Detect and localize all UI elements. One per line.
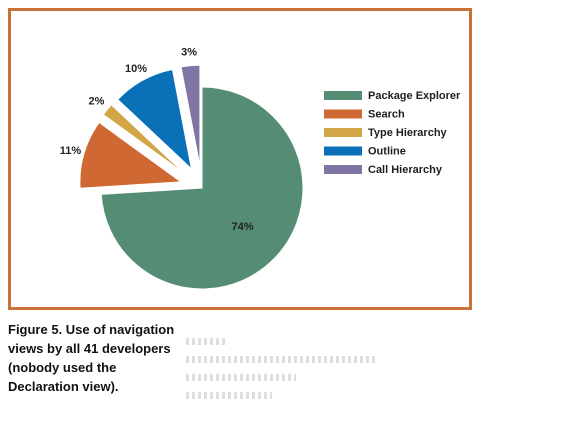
pie-slice-outline [117,68,193,171]
legend-swatch-outline [324,146,362,156]
slice-label-type-hierarchy: 2% [88,96,104,108]
slice-label-outline: 10% [125,63,147,75]
pie-chart: 74% 11% 2% 10% 3% Package Explorer Search Type … [60,47,461,290]
legend-label-outline: Outline [368,146,406,158]
slice-label-call-hierarchy: 3% [181,47,197,59]
faint-background-text [186,338,386,408]
legend-label-package-explorer: Package Explorer [368,90,461,102]
legend-swatch-search [324,109,362,119]
legend-swatch-call-hierarchy [324,165,362,174]
legend-swatch-package-explorer [324,91,362,100]
legend-label-search: Search [368,109,405,121]
slice-label-package-explorer: 74% [231,221,253,233]
pie-slice-package-explorer [100,86,304,290]
legend-label-call-hierarchy: Call Hierarchy [368,164,443,176]
legend-label-type-hierarchy: Type Hierarchy [368,127,448,139]
pie-slice-search [79,121,183,189]
pie-slice-type-hierarchy [102,104,186,175]
legend-swatch-type-hierarchy [324,128,362,137]
slice-label-search: 11% [60,145,82,157]
figure-caption: Figure 5. Use of navigation views by all… [8,322,175,394]
chart-frame: 74% 11% 2% 10% 3% Package Explorer Search Type … [8,8,472,310]
pie-slice-call-hierarchy [180,64,201,167]
